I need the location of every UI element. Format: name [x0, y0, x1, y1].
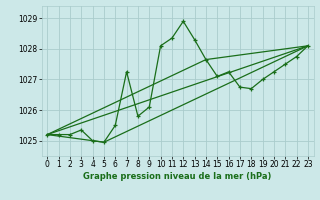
X-axis label: Graphe pression niveau de la mer (hPa): Graphe pression niveau de la mer (hPa): [84, 172, 272, 181]
